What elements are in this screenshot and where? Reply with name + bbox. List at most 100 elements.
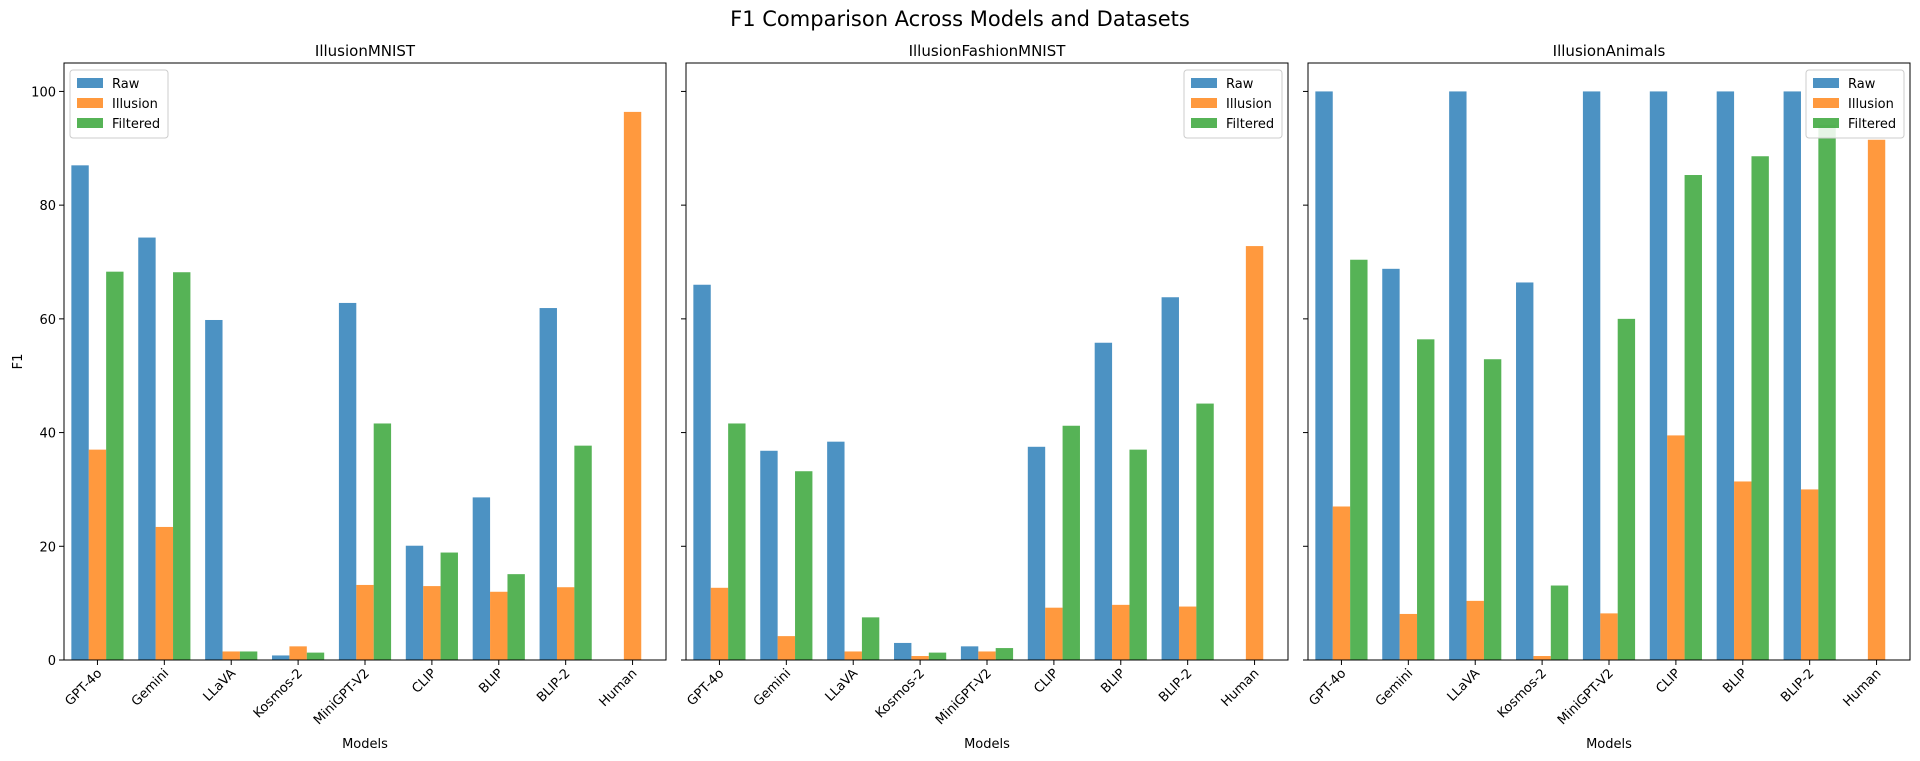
bar-raw-kosmos-2 — [272, 655, 290, 660]
x-tick-label-kosmos-2: Kosmos-2 — [1495, 666, 1550, 721]
x-tick-label-clip: CLIP — [409, 666, 440, 697]
bar-illusion-blip-2 — [556, 587, 575, 660]
legend: Raw Illusion Filtered — [1183, 69, 1283, 139]
bar-filtered-gemini — [1417, 339, 1435, 660]
x-tick-label-human: Human — [1841, 666, 1885, 710]
bar-raw-clip — [405, 545, 424, 660]
x-tick-label-llava: LLaVA — [1445, 666, 1484, 705]
bar-filtered-blip-2 — [1818, 124, 1836, 661]
bar-filtered-blip — [507, 574, 525, 660]
x-tick-label-blip: BLIP — [476, 666, 506, 696]
legend-label-illusion: Illusion — [1848, 97, 1894, 112]
bar-filtered-kosmos-2 — [306, 652, 325, 660]
bar-raw-gpt-4o — [693, 284, 711, 660]
bar-filtered-gpt-4o — [728, 423, 746, 660]
bar-filtered-minigpt-v2 — [373, 423, 392, 660]
x-tick-label-kosmos-2: Kosmos-2 — [873, 666, 928, 721]
bar-illusion-blip-2 — [1800, 489, 1819, 660]
y-tick-label: 80 — [39, 199, 56, 214]
legend-label-raw: Raw — [1226, 77, 1254, 92]
bar-filtered-kosmos-2 — [1550, 585, 1569, 660]
legend-swatch-raw — [1191, 78, 1217, 88]
bar-filtered-clip — [1062, 425, 1080, 660]
bar-filtered-gemini — [795, 471, 813, 660]
bar-filtered-gpt-4o — [106, 271, 124, 660]
bar-illusion-kosmos-2 — [289, 646, 307, 660]
legend-label-illusion: Illusion — [112, 97, 158, 112]
bar-raw-blip-2 — [539, 308, 557, 660]
x-tick-label-blip: BLIP — [1720, 666, 1750, 696]
bar-raw-blip — [1094, 342, 1113, 660]
bar-raw-clip — [1649, 91, 1668, 661]
legend-swatch-raw — [1813, 78, 1839, 88]
y-tick-label: 100 — [31, 85, 56, 100]
legend: Raw Illusion Filtered — [69, 69, 169, 139]
bar-illusion-human — [1867, 139, 1886, 660]
bar-illusion-blip — [490, 591, 508, 660]
x-tick-label-blip-2: BLIP-2 — [1156, 666, 1195, 705]
x-tick-label-kosmos-2: Kosmos-2 — [251, 666, 306, 721]
bar-filtered-gpt-4o — [1350, 259, 1368, 660]
bar-raw-gemini — [760, 450, 778, 660]
legend-label-raw: Raw — [112, 77, 140, 92]
legend-swatch-filtered — [1191, 118, 1217, 128]
bar-illusion-gemini — [777, 636, 796, 660]
bar-filtered-minigpt-v2 — [995, 648, 1014, 660]
bar-illusion-minigpt-v2 — [978, 651, 996, 660]
bar-raw-blip-2 — [1783, 91, 1801, 661]
bar-illusion-gpt-4o — [88, 449, 107, 660]
figure-title: F1 Comparison Across Models and Datasets — [730, 7, 1190, 31]
bar-raw-kosmos-2 — [894, 642, 912, 660]
x-tick-label-blip-2: BLIP-2 — [1778, 666, 1817, 705]
bar-filtered-blip-2 — [574, 445, 592, 660]
bar-illusion-human — [1245, 246, 1264, 660]
chart-panel-illusionmnist: IllusionMNIST 0 20 40 60 80 100 GPT-4o Gemini LLa… — [11, 42, 667, 752]
bar-filtered-blip — [1129, 449, 1147, 660]
bar-illusion-kosmos-2 — [1533, 656, 1551, 660]
legend-swatch-illusion — [1813, 98, 1839, 108]
bar-raw-blip — [472, 497, 491, 660]
bar-filtered-gemini — [173, 272, 191, 660]
chart-panel-illusionanimals: IllusionAnimals GPT-4o Gemini LLaVA Kosmos-2… — [1303, 42, 1911, 752]
panel-title: IllusionMNIST — [315, 42, 416, 60]
y-tick-label: 0 — [48, 654, 56, 669]
bar-illusion-gemini — [155, 526, 174, 660]
bar-illusion-clip — [423, 586, 441, 660]
bar-raw-llava — [1449, 91, 1467, 661]
bar-raw-minigpt-v2 — [338, 302, 357, 660]
bar-illusion-llava — [1466, 600, 1484, 660]
bar-illusion-human — [623, 111, 642, 660]
x-tick-label-blip-2: BLIP-2 — [534, 666, 573, 705]
y-tick-label: 20 — [39, 540, 56, 555]
y-tick-label: 60 — [39, 313, 56, 328]
bar-raw-llava — [205, 319, 223, 660]
bar-filtered-llava — [861, 617, 880, 660]
bar-raw-gemini — [1382, 268, 1400, 660]
bar-raw-blip-2 — [1161, 297, 1179, 660]
bar-filtered-minigpt-v2 — [1617, 318, 1636, 660]
bar-illusion-clip — [1667, 435, 1685, 660]
legend: Raw Illusion Filtered — [1805, 69, 1905, 139]
x-axis-label: Models — [342, 737, 388, 752]
x-tick-label-llava: LLaVA — [201, 666, 240, 705]
bar-raw-gpt-4o — [71, 165, 89, 660]
chart-panel-illusionfashionmnist: IllusionFashionMNIST GPT-4o Gemini LLaVA Kos… — [681, 42, 1289, 752]
bar-illusion-clip — [1045, 607, 1063, 660]
bar-filtered-clip — [1684, 175, 1702, 660]
bar-raw-minigpt-v2 — [1582, 91, 1601, 661]
x-tick-label-llava: LLaVA — [823, 666, 862, 705]
x-tick-label-minigpt-v2: MiniGPT-V2 — [933, 666, 995, 728]
x-tick-label-clip: CLIP — [1031, 666, 1062, 697]
bar-filtered-blip — [1751, 156, 1769, 660]
x-tick-label-clip: CLIP — [1653, 666, 1684, 697]
bar-filtered-blip-2 — [1196, 403, 1214, 660]
x-axis-label: Models — [1586, 737, 1632, 752]
bar-illusion-llava — [222, 651, 240, 660]
bar-raw-gemini — [138, 237, 156, 661]
x-tick-label-gemini: Gemini — [129, 666, 172, 709]
x-tick-label-minigpt-v2: MiniGPT-V2 — [311, 666, 373, 728]
bar-illusion-blip-2 — [1178, 606, 1197, 660]
x-tick-label-gpt-4o: GPT-4o — [1306, 666, 1349, 709]
bar-raw-blip — [1716, 91, 1735, 661]
